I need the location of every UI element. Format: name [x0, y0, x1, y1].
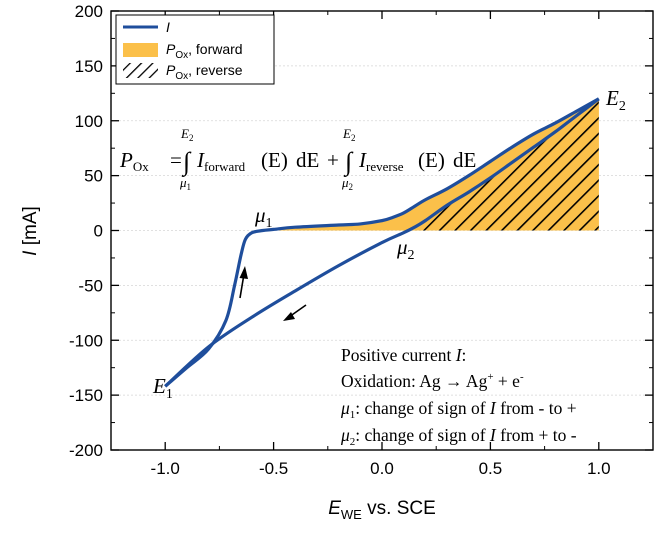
svg-text:dE: dE [453, 148, 476, 172]
legend-label-forward: POx, forward [166, 41, 243, 61]
x-tick-label: -1.0 [151, 459, 180, 478]
annotation-e2: E2 [605, 86, 626, 114]
note-line-4: μ2: change of sign of I from + to - [340, 425, 577, 448]
svg-text:E2: E2 [180, 126, 193, 143]
annotation-mu1: μ1 [254, 203, 273, 231]
y-tick-label: 100 [75, 112, 103, 131]
svg-text:∫: ∫ [181, 147, 192, 177]
svg-text:Ireverse: Ireverse [358, 148, 404, 174]
annotation-e1: E1 [152, 374, 173, 402]
legend-label-current: I [166, 19, 170, 35]
current-reverse-scan-line [164, 97, 600, 388]
y-tick-label: 0 [94, 222, 103, 241]
reverse-scan-arrow [283, 304, 307, 321]
svg-text:μ2: μ2 [341, 175, 353, 192]
svg-text:(E): (E) [418, 148, 445, 172]
y-tick-label: -100 [69, 331, 103, 350]
x-tick-label: 1.0 [587, 459, 611, 478]
x-tick-label: 0.0 [370, 459, 394, 478]
x-tick-label: -0.5 [259, 459, 288, 478]
note-line-2: Oxidation: Ag → Ag+ + e- [341, 371, 524, 391]
svg-text:Iforward: Iforward [196, 148, 246, 174]
legend-swatch-forward [123, 43, 158, 57]
y-tick-label: 50 [84, 167, 103, 186]
note-line-1: Positive current I: [341, 345, 466, 365]
legend: I POx, forward POx, reverse [115, 14, 275, 85]
svg-text:(E): (E) [261, 148, 288, 172]
oxidation-note: Positive current I: Oxidation: Ag → Ag+ … [340, 345, 577, 448]
svg-text:μ1: μ1 [179, 175, 191, 192]
y-tick-label: -50 [78, 276, 103, 295]
svg-text:POx: POx [119, 148, 149, 174]
svg-text:+: + [327, 148, 339, 172]
y-tick-label: -200 [69, 441, 103, 460]
forward-scan-arrow [239, 266, 248, 299]
oxidation-charge-formula: POx = ∫ E2 μ1 Iforward (E) dE + ∫ E2 μ2 … [119, 126, 476, 192]
y-tick-label: -150 [69, 386, 103, 405]
y-tick-labels: -200 -150 -100 -50 0 50 100 150 200 [69, 2, 103, 460]
x-tick-label: 0.5 [479, 459, 503, 478]
note-line-3: μ1: change of sign of I from - to + [340, 398, 577, 421]
current-forward-scan-line [164, 97, 600, 388]
svg-text:E2: E2 [342, 126, 355, 143]
x-tick-labels: -1.0 -0.5 0.0 0.5 1.0 [151, 459, 611, 478]
svg-text:dE: dE [296, 148, 319, 172]
x-axis-title: EWE vs. SCE [328, 498, 436, 522]
y-tick-label: 200 [75, 2, 103, 21]
svg-text:=: = [170, 148, 182, 172]
legend-swatch-reverse [123, 63, 158, 78]
y-axis-title: I [mA] [20, 206, 41, 256]
legend-label-reverse: POx, reverse [166, 62, 243, 82]
svg-text:∫: ∫ [343, 147, 354, 177]
annotation-mu2: μ2 [396, 235, 415, 263]
y-tick-label: 150 [75, 57, 103, 76]
